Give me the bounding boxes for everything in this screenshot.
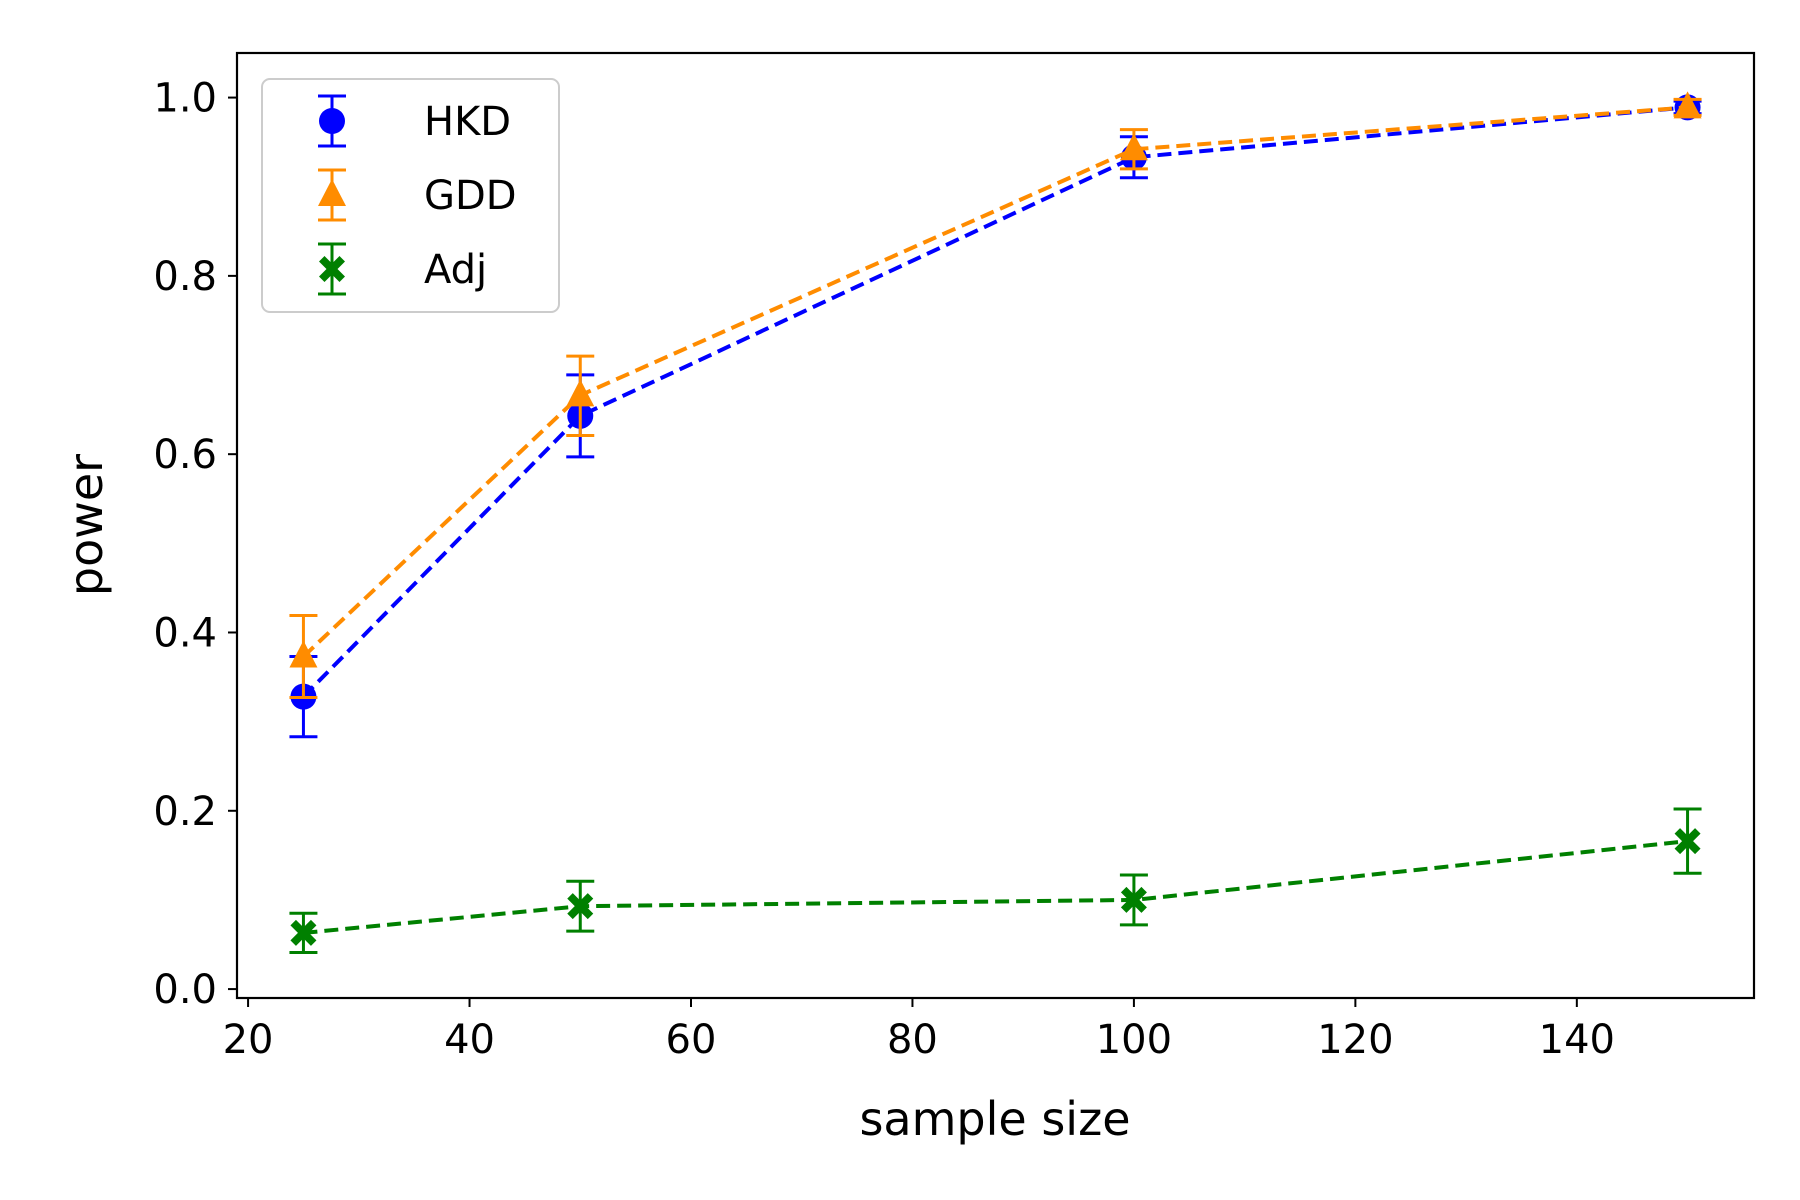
x-tick-label: 20 [223,1017,274,1063]
plot-frame [235,51,1756,1000]
x-tick-label: 60 [666,1017,717,1063]
y-tick-label: 0.2 [153,789,217,835]
series-gdd [289,91,1702,700]
y-tick-label: 0.4 [153,610,217,656]
data-point-gdd [566,379,595,407]
y-tick-label: 0.0 [153,967,217,1013]
x-axis: 20 40 60 80 100 120 140 [223,998,1615,1063]
legend-marker-adj [319,256,345,282]
data-point-gdd [1673,91,1702,119]
x-tick-label: 80 [887,1017,938,1063]
series-adj [289,807,1702,955]
legend-label-adj: Adj [424,247,487,293]
y-tick-label: 0.8 [153,254,217,300]
series-line-hkd [302,105,1688,699]
x-tick-label: 120 [1317,1017,1393,1063]
data-point-adj [1120,886,1147,913]
y-axis-label: power [59,454,113,596]
y-tick-label: 0.6 [153,432,217,478]
legend-entry-gdd: GDD [318,168,517,222]
legend-entry-adj: Adj [318,242,487,296]
data-point-gdd [1119,133,1148,161]
series-line-adj [303,839,1688,935]
legend-box [261,78,560,313]
x-axis-label: sample size [859,1092,1130,1146]
data-point-adj [567,893,594,920]
x-tick-label: 40 [444,1017,495,1063]
y-tick-label: 1.0 [153,76,217,122]
legend: HKD GDD Adj [261,78,560,313]
x-tick-label: 100 [1096,1017,1172,1063]
legend-entry-hkd: HKD [318,94,511,148]
legend-label-hkd: HKD [424,99,511,145]
legend-label-gdd: GDD [424,173,517,219]
legend-marker-hkd [319,108,345,134]
x-tick-label: 140 [1539,1017,1615,1063]
legend-marker-gdd [318,179,346,206]
data-point-adj [290,919,317,946]
data-point-adj [1674,828,1701,855]
legend-entries: HKD GDD Adj [318,94,517,296]
series-line-gdd [302,105,1688,659]
y-axis: 0.0 0.2 0.4 0.6 0.8 1.0 [153,76,237,1013]
series-layer [289,91,1702,955]
data-point-gdd [289,640,318,668]
